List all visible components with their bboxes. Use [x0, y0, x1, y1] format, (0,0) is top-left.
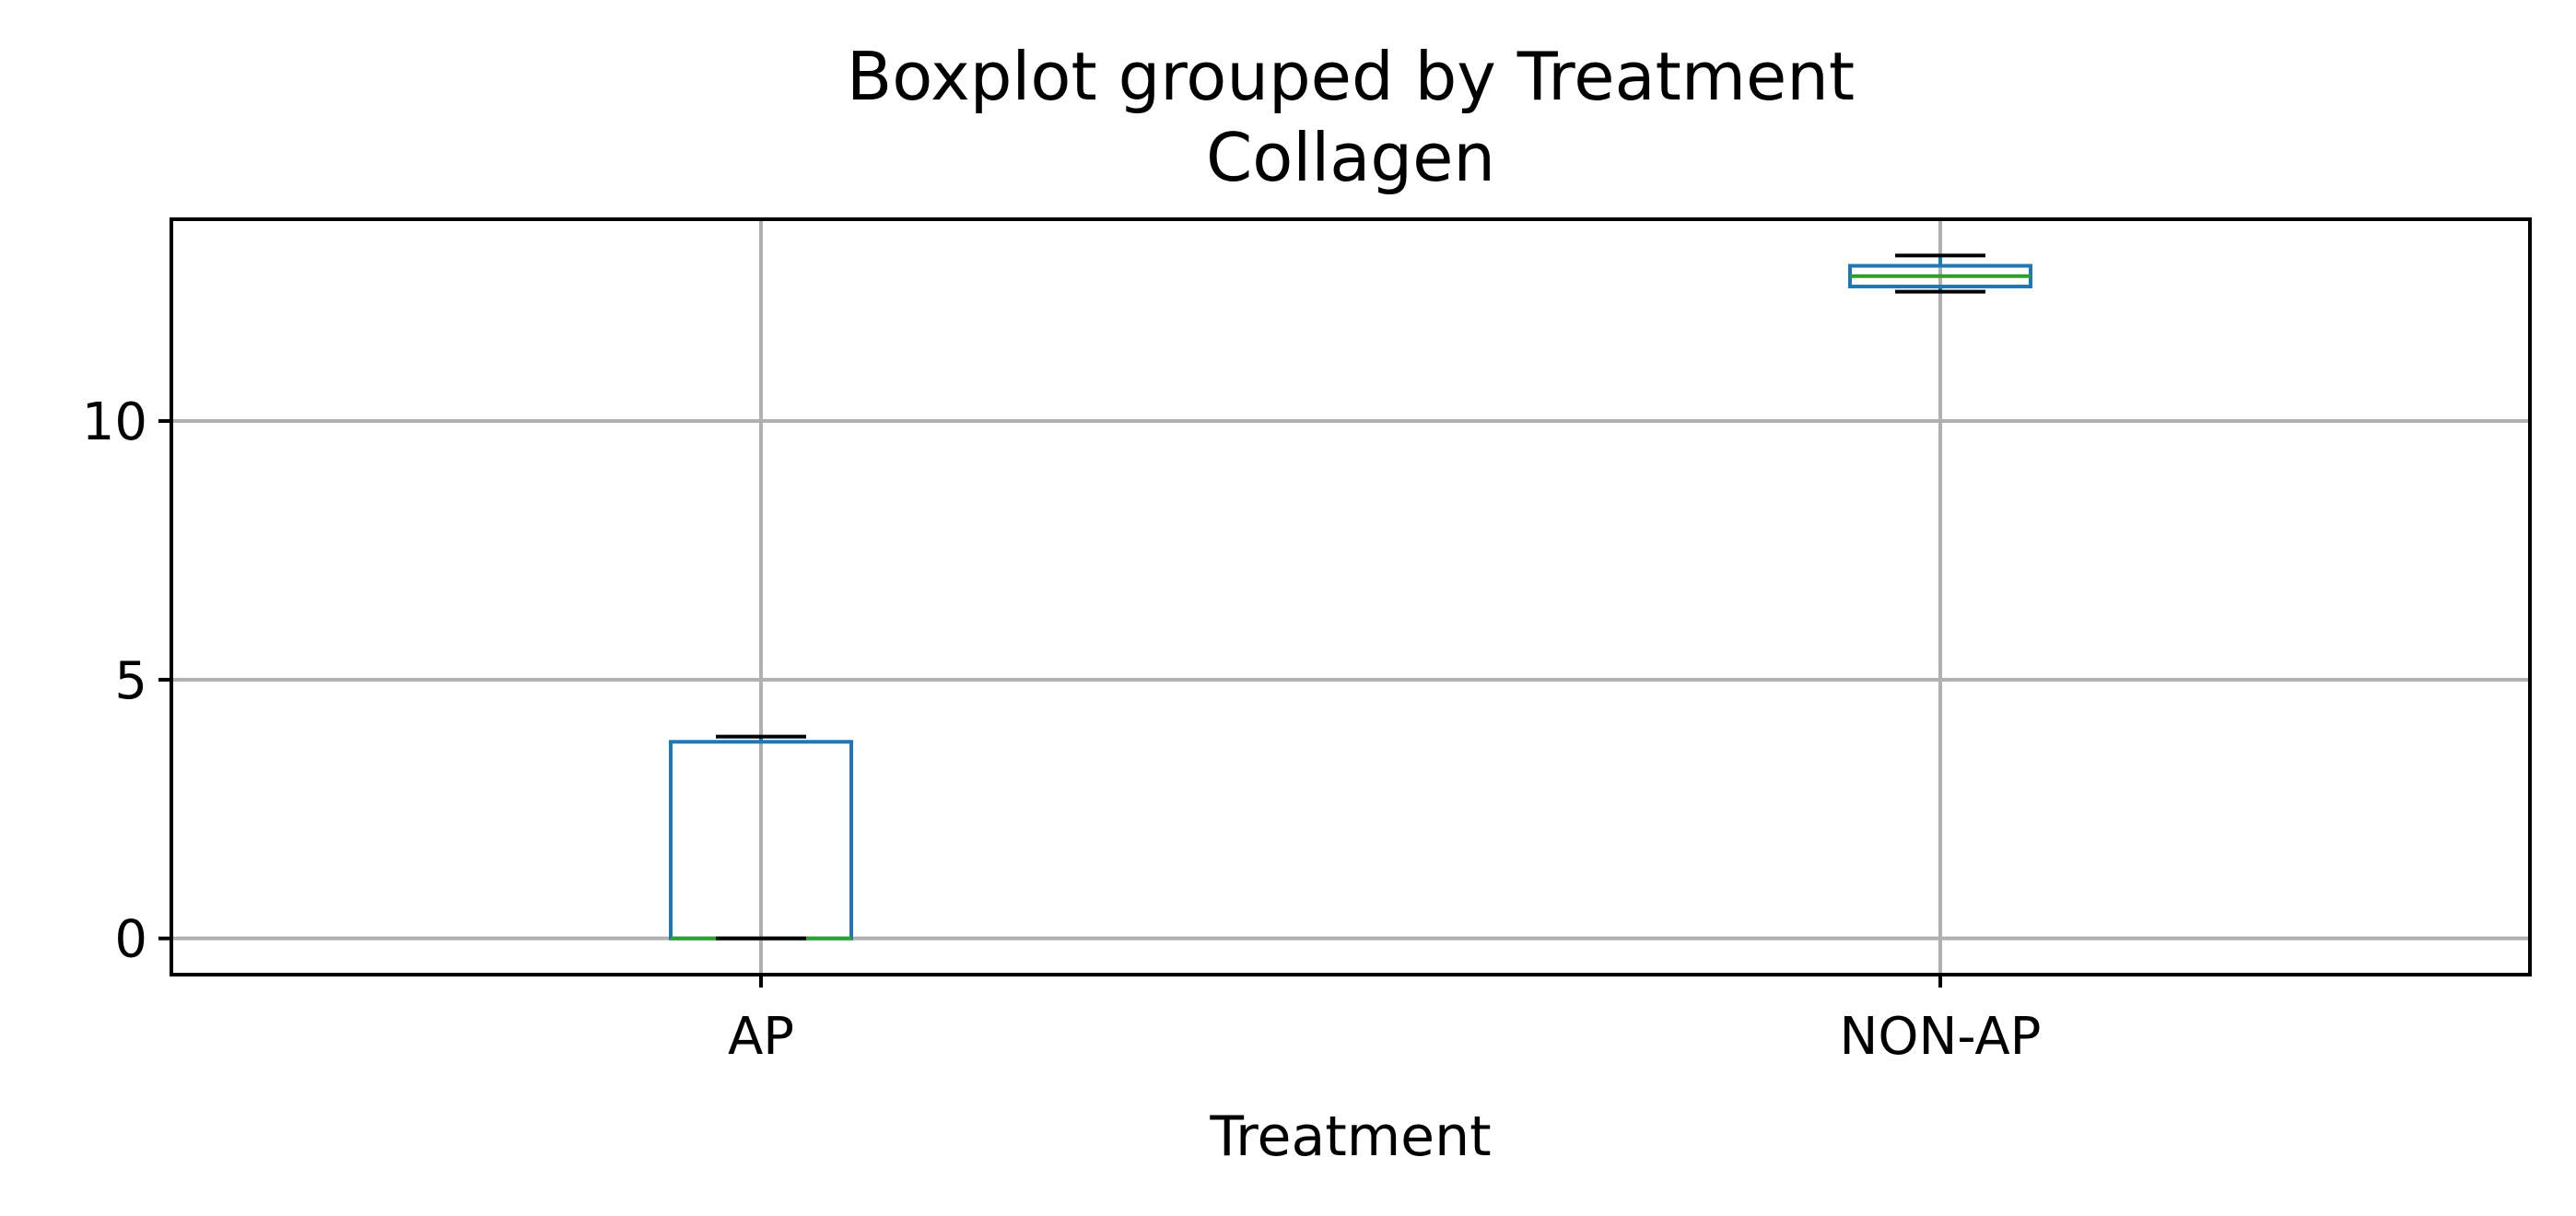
- tick-layer: 0 5 10 AP NON-AP: [82, 392, 2042, 1067]
- x-tick-label: AP: [728, 1007, 794, 1067]
- y-tick-label: 10: [82, 392, 147, 452]
- box-layer: [669, 253, 2032, 941]
- x-axis-label: Treatment: [1209, 1105, 1491, 1169]
- x-tick-label: NON-AP: [1840, 1007, 2042, 1067]
- chart-subtitle: Collagen: [1206, 119, 1495, 196]
- y-tick-label: 0: [114, 910, 147, 970]
- plot-frame: [170, 217, 2532, 976]
- chart-title: Boxplot grouped by Treatment: [847, 38, 1855, 115]
- y-tick-label: 5: [114, 651, 147, 711]
- grid-layer: [171, 219, 2530, 975]
